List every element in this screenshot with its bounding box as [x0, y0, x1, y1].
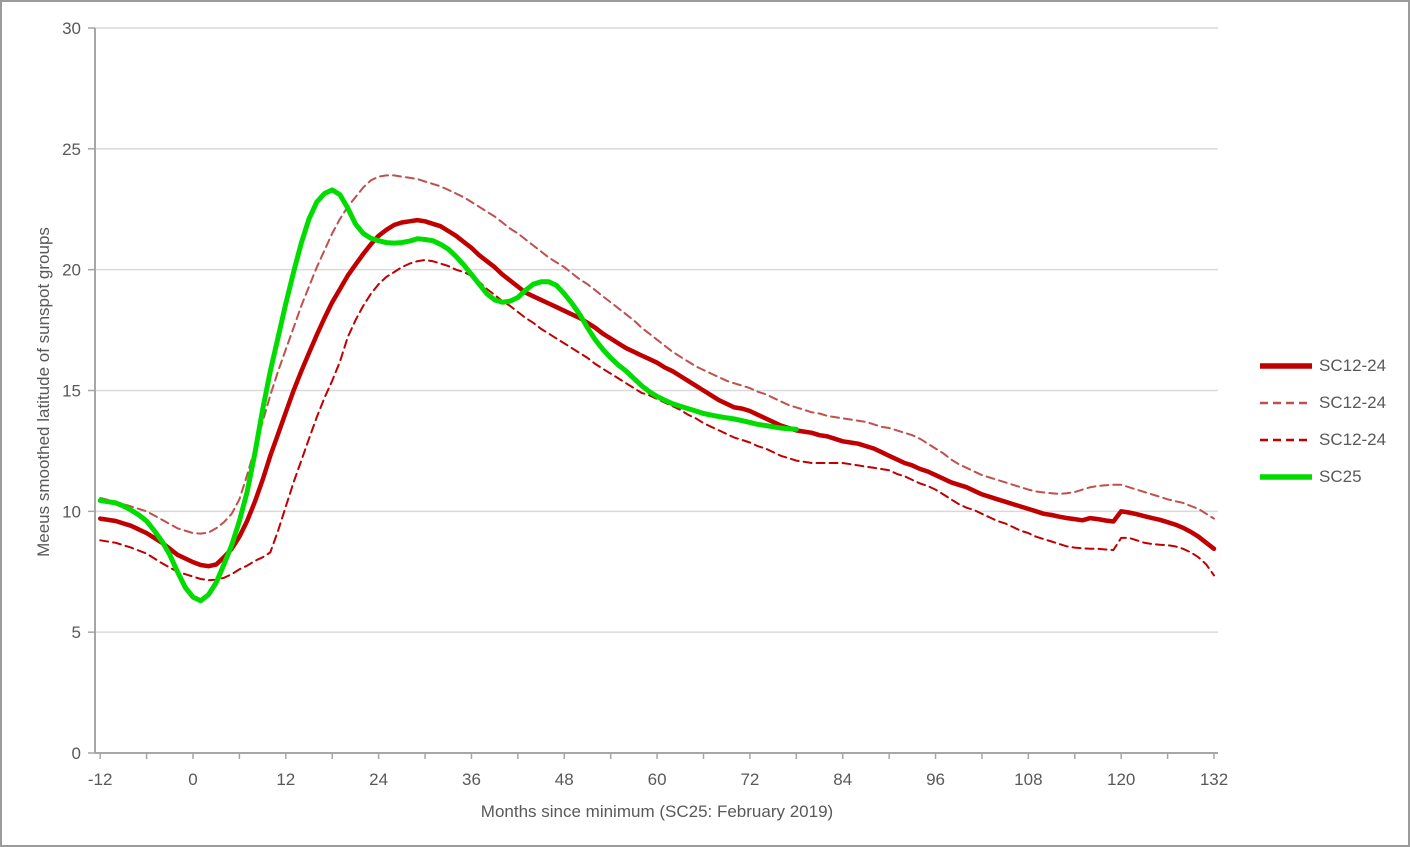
x-tick-label: 60	[648, 770, 667, 789]
y-tick-label: 5	[72, 623, 81, 642]
series-sc12-24-lower-band-line	[99, 259, 1215, 582]
legend: SC12-24 SC12-24 SC12-24 SC25	[1258, 354, 1408, 502]
legend-solid-red-line-icon	[1260, 363, 1312, 369]
y-tick-label: 15	[62, 382, 81, 401]
x-tick-label: 24	[369, 770, 388, 789]
y-tick-label: 10	[62, 502, 81, 521]
y-tick-label: 30	[62, 19, 81, 38]
x-tick-label: 72	[740, 770, 759, 789]
series-sc12-24-upper-band-line	[99, 174, 1215, 535]
legend-item-label: SC25	[1319, 467, 1362, 486]
x-tick-label: 48	[555, 770, 574, 789]
y-axis-title: Meeus smoothed latitude of sunspot group…	[34, 227, 53, 557]
x-tick-label: 36	[462, 770, 481, 789]
x-tick-label: 132	[1200, 770, 1228, 789]
legend-dashed-light-red-line-icon	[1260, 401, 1312, 405]
x-tick-label: 108	[1014, 770, 1042, 789]
legend-item-label: SC12-24	[1319, 356, 1387, 375]
x-tick-label: 120	[1107, 770, 1135, 789]
x-tick-label: 84	[833, 770, 852, 789]
x-tick-label: 12	[276, 770, 295, 789]
y-tick-label: 0	[72, 744, 81, 763]
y-tick-label: 20	[62, 261, 81, 280]
x-tick-label: -12	[88, 770, 113, 789]
y-tick-label: 25	[62, 140, 81, 159]
legend-dashed-dark-red-line-icon	[1260, 438, 1312, 442]
legend-item-sc12-24-upper: SC12-24	[1258, 391, 1408, 415]
legend-item-sc12-24-mean: SC12-24	[1258, 354, 1408, 378]
legend-solid-green-line-icon	[1260, 474, 1312, 480]
legend-item-label: SC12-24	[1319, 393, 1387, 412]
x-tick-label: 96	[926, 770, 945, 789]
x-axis-title: Months since minimum (SC25: February 201…	[480, 802, 834, 821]
series-sc12-24-mean-line	[97, 217, 1217, 569]
x-tick-label: 0	[188, 770, 197, 789]
legend-item-label: SC12-24	[1319, 430, 1387, 449]
legend-item-sc12-24-lower: SC12-24	[1258, 428, 1408, 452]
legend-item-sc25: SC25	[1258, 465, 1408, 489]
series-sc25-current-cycle-line	[97, 187, 799, 604]
